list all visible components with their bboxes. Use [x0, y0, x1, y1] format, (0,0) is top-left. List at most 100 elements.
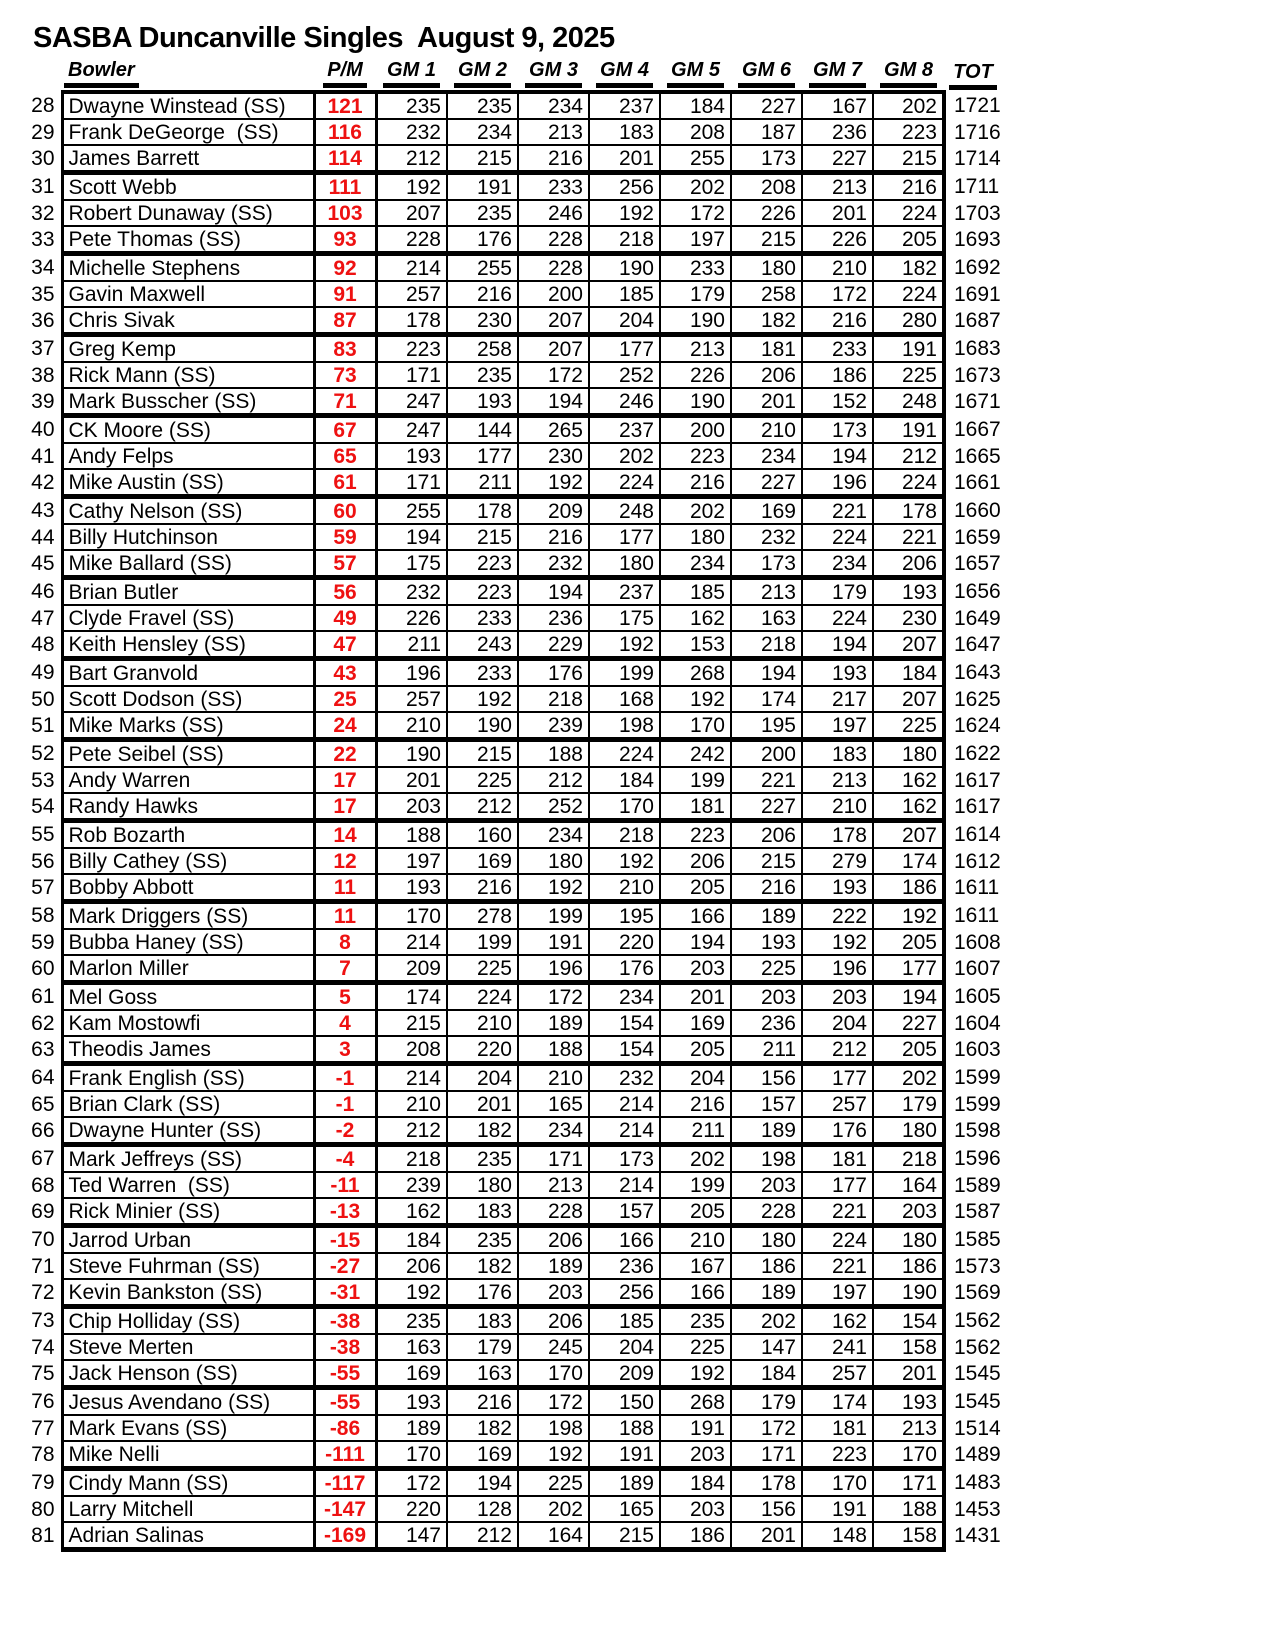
game7-score-cell: 257 — [801, 1359, 874, 1390]
table-row: 63 Theodis James 3 208 220 188 154 205 2… — [26, 1035, 1002, 1066]
column-header-gm2: GM 2 — [447, 59, 518, 92]
bowler-name-cell: Larry Mitchell — [60, 1495, 315, 1523]
game8-score-cell: 248 — [872, 387, 946, 418]
bowler-name-cell: Brian Clark (SS) — [60, 1090, 315, 1118]
game1-score-cell: 203 — [375, 792, 448, 823]
total-cell: 1598 — [954, 1119, 1001, 1143]
game5-score-cell: 202 — [659, 171, 732, 201]
rank-cell: 65 — [31, 1092, 55, 1116]
game6-score-cell: 179 — [730, 1386, 803, 1416]
game6-score-cell: 163 — [730, 604, 803, 632]
game1-score-cell: 212 — [375, 1116, 448, 1147]
game8-score-cell: 206 — [872, 549, 946, 580]
table-row: 75 Jack Henson (SS) -55 169 163 170 209 … — [26, 1359, 1002, 1390]
game7-score-cell: 183 — [801, 738, 874, 768]
bowler-name-cell: Billy Hutchinson — [60, 523, 315, 551]
game8-score-cell: 227 — [872, 1009, 946, 1037]
game2-score-cell: 192 — [446, 685, 519, 713]
game5-score-cell: 199 — [659, 1171, 732, 1199]
game8-score-cell: 224 — [872, 199, 946, 227]
game3-score-cell: 210 — [517, 1062, 590, 1092]
game5-score-cell: 213 — [659, 333, 732, 363]
rank-cell: 76 — [31, 1389, 55, 1413]
game3-score-cell: 252 — [517, 792, 590, 823]
game1-score-cell: 169 — [375, 1359, 448, 1390]
rank-cell: 74 — [31, 1335, 55, 1359]
rank-cell: 28 — [31, 94, 55, 117]
game3-score-cell: 192 — [517, 873, 590, 904]
game4-score-cell: 234 — [588, 981, 661, 1011]
game1-score-cell: 235 — [375, 90, 448, 120]
game6-score-cell: 156 — [730, 1062, 803, 1092]
rank-cell: 46 — [31, 579, 55, 603]
game6-score-cell: 203 — [730, 981, 803, 1011]
game4-score-cell: 180 — [588, 549, 661, 580]
game7-score-cell: 201 — [801, 199, 874, 227]
game2-score-cell: 183 — [446, 1197, 519, 1228]
game3-score-cell: 180 — [517, 847, 590, 875]
game4-score-cell: 237 — [588, 414, 661, 444]
game5-score-cell: 203 — [659, 1495, 732, 1523]
total-cell: 1573 — [954, 1254, 1001, 1278]
game8-score-cell: 207 — [872, 819, 946, 849]
plus-minus-cell: 103 — [312, 199, 378, 227]
game7-score-cell: 257 — [801, 1090, 874, 1118]
plus-minus-cell: 11 — [312, 900, 378, 930]
game6-score-cell: 173 — [730, 549, 803, 580]
total-cell: 1721 — [954, 94, 1001, 117]
game4-score-cell: 184 — [588, 766, 661, 794]
game4-score-cell: 191 — [588, 1440, 661, 1471]
plus-minus-cell: -55 — [312, 1359, 378, 1390]
game1-score-cell: 207 — [375, 199, 448, 227]
table-row: 71 Steve Fuhrman (SS) -27 206 182 189 23… — [26, 1252, 1002, 1280]
table-row: 53 Andy Warren 17 201 225 212 184 199 22… — [26, 766, 1002, 794]
plus-minus-cell: 111 — [312, 171, 378, 201]
game5-score-cell: 194 — [659, 928, 732, 956]
game6-score-cell: 216 — [730, 873, 803, 904]
game1-score-cell: 209 — [375, 954, 448, 985]
game3-score-cell: 203 — [517, 1278, 590, 1309]
game4-score-cell: 214 — [588, 1116, 661, 1147]
game3-score-cell: 246 — [517, 199, 590, 227]
game4-score-cell: 175 — [588, 604, 661, 632]
game2-score-cell: 225 — [446, 766, 519, 794]
plus-minus-cell: -86 — [312, 1414, 378, 1442]
game8-score-cell: 188 — [872, 1495, 946, 1523]
game2-score-cell: 243 — [446, 630, 519, 661]
game4-score-cell: 154 — [588, 1009, 661, 1037]
table-row: 54 Randy Hawks 17 203 212 252 170 181 22… — [26, 792, 1002, 823]
table-row: 65 Brian Clark (SS) -1 210 201 165 214 2… — [26, 1090, 1002, 1118]
game6-score-cell: 201 — [730, 387, 803, 418]
rank-cell: 40 — [31, 417, 55, 441]
plus-minus-cell: 73 — [312, 361, 378, 389]
rank-cell: 81 — [31, 1524, 55, 1548]
game2-score-cell: 223 — [446, 549, 519, 580]
game3-score-cell: 189 — [517, 1252, 590, 1280]
table-row: 44 Billy Hutchinson 59 194 215 216 177 1… — [26, 523, 1002, 551]
bowler-name-cell: Scott Dodson (SS) — [60, 685, 315, 713]
game3-score-cell: 216 — [517, 523, 590, 551]
game2-score-cell: 169 — [446, 1440, 519, 1471]
game4-score-cell: 185 — [588, 280, 661, 308]
game1-score-cell: 163 — [375, 1333, 448, 1361]
game5-score-cell: 242 — [659, 738, 732, 768]
total-cell: 1489 — [954, 1443, 1001, 1467]
game7-score-cell: 216 — [801, 306, 874, 337]
bowler-name-cell: Steve Fuhrman (SS) — [60, 1252, 315, 1280]
game2-score-cell: 233 — [446, 657, 519, 687]
game8-score-cell: 225 — [872, 711, 946, 742]
game1-score-cell: 171 — [375, 361, 448, 389]
game5-score-cell: 197 — [659, 225, 732, 256]
game1-score-cell: 184 — [375, 1224, 448, 1254]
game6-score-cell: 157 — [730, 1090, 803, 1118]
plus-minus-cell: -1 — [312, 1090, 378, 1118]
header-row: Bowler P/M GM 1 GM 2 GM 3 GM 4 GM 5 GM 6… — [26, 59, 1002, 92]
game3-score-cell: 192 — [517, 468, 590, 499]
table-row: 78 Mike Nelli -111 170 169 192 191 203 1… — [26, 1440, 1002, 1471]
game4-score-cell: 177 — [588, 333, 661, 363]
plus-minus-cell: -1 — [312, 1062, 378, 1092]
game3-score-cell: 239 — [517, 711, 590, 742]
game6-score-cell: 174 — [730, 685, 803, 713]
game2-score-cell: 204 — [446, 1062, 519, 1092]
rank-cell: 43 — [31, 498, 55, 522]
